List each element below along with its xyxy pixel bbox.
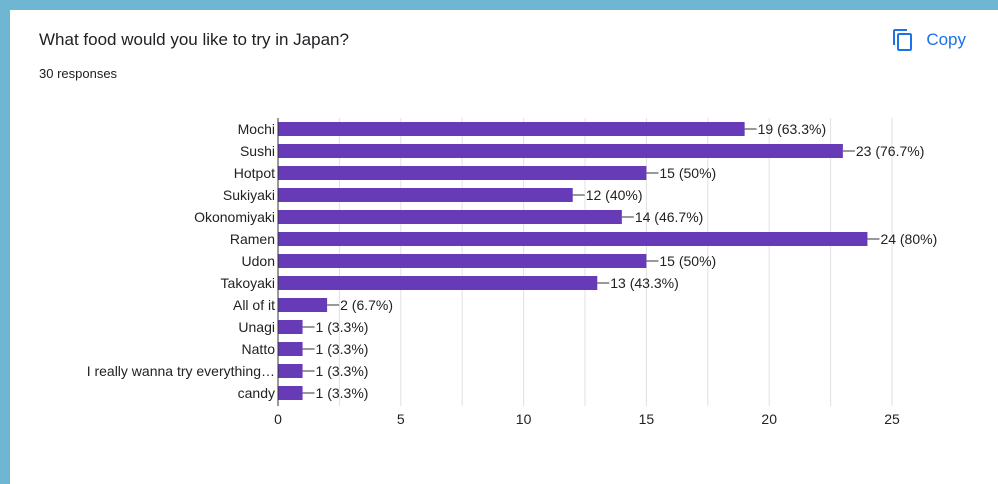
question-title: What food would you like to try in Japan… (39, 30, 349, 49)
bar (278, 166, 647, 180)
x-tick-label: 0 (274, 411, 282, 427)
category-label: Unagi (238, 319, 275, 335)
bar (278, 210, 622, 224)
data-label: 15 (50%) (659, 253, 716, 269)
data-label: 1 (3.3%) (316, 363, 369, 379)
bar (278, 298, 328, 312)
data-label: 12 (40%) (586, 187, 643, 203)
category-label: Udon (242, 253, 275, 269)
x-tick-label: 10 (516, 411, 532, 427)
x-tick-label: 15 (639, 411, 655, 427)
data-label: 1 (3.3%) (316, 319, 369, 335)
bar (278, 320, 303, 334)
data-label: 19 (63.3%) (758, 121, 826, 137)
category-label: Sushi (240, 143, 275, 159)
bar-chart: 0 5 10 15 20 25 Mochi 19 (63.3%) Sushi 23 (76.7%)… (87, 118, 937, 427)
category-label: Ramen (230, 231, 275, 247)
category-label: Sukiyaki (223, 187, 275, 203)
category-label: I really wanna try everything… (87, 363, 275, 379)
bar (278, 254, 647, 268)
data-label: 1 (3.3%) (316, 341, 369, 357)
category-label: Okonomiyaki (194, 209, 275, 225)
copy-icon (893, 29, 913, 51)
category-label: candy (238, 385, 275, 401)
bar (278, 232, 868, 246)
data-label: 2 (6.7%) (340, 297, 393, 313)
copy-label: Copy (926, 30, 966, 49)
data-label: 24 (80%) (880, 231, 937, 247)
bar (278, 386, 303, 400)
bar (278, 364, 303, 378)
x-tick-label: 5 (397, 411, 405, 427)
category-label: Takoyaki (221, 275, 275, 291)
category-label: Natto (242, 341, 276, 357)
x-tick-label: 20 (761, 411, 777, 427)
response-count: 30 responses (39, 66, 118, 81)
category-label: Mochi (238, 121, 275, 137)
copy-button[interactable]: Copy (887, 24, 970, 56)
bar (278, 276, 598, 290)
data-label: 23 (76.7%) (856, 143, 924, 159)
question-card: What food would you like to try in Japan… (10, 10, 998, 484)
data-label: 14 (46.7%) (635, 209, 703, 225)
data-label: 13 (43.3%) (610, 275, 678, 291)
category-label: Hotpot (234, 165, 275, 181)
bar (278, 144, 843, 158)
data-label: 1 (3.3%) (316, 385, 369, 401)
bar (278, 188, 573, 202)
category-label: All of it (233, 297, 275, 313)
data-label: 15 (50%) (659, 165, 716, 181)
x-tick-label: 25 (884, 411, 900, 427)
bar (278, 342, 303, 356)
bar (278, 122, 745, 136)
